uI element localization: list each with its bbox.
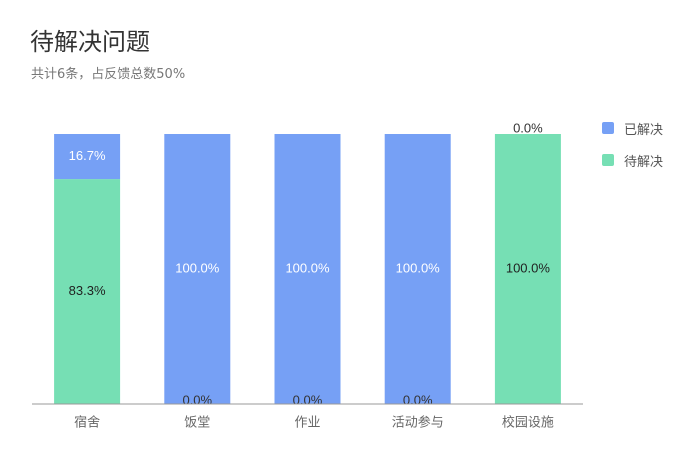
x-tick-label: 活动参与: [392, 414, 444, 429]
legend-swatch-resolved: [602, 122, 614, 134]
bar-resolved: [384, 134, 451, 404]
data-label-pending: 0.0%: [182, 392, 212, 407]
bar-pending: [54, 179, 121, 404]
legend-label-resolved: 已解决: [624, 122, 664, 138]
bar-resolved: [164, 134, 231, 404]
bar-pending: [494, 134, 561, 404]
legend-item-pending[interactable]: 待解决: [602, 150, 663, 170]
data-label-resolved: 16.7%: [69, 148, 106, 163]
data-label-pending: 83.3%: [69, 283, 106, 298]
x-tick-label: 校园设施: [502, 414, 554, 429]
legend: 已解决 待解决: [602, 118, 663, 182]
legend-item-resolved[interactable]: 已解决: [602, 118, 663, 138]
bar-resolved: [54, 134, 121, 180]
data-label-resolved: 0.0%: [513, 120, 543, 135]
x-tick-label: 作业: [294, 414, 320, 429]
bar-resolved: [274, 134, 341, 404]
data-label-pending: 100.0%: [506, 260, 551, 275]
data-label-resolved: 100.0%: [175, 260, 220, 275]
x-tick-label: 饭堂: [184, 414, 210, 429]
chart-title: 待解决问题: [30, 28, 150, 56]
data-label-resolved: 100.0%: [285, 260, 330, 275]
data-label-pending: 0.0%: [403, 392, 433, 407]
x-tick-label: 宿舍: [74, 414, 100, 429]
data-label-pending: 0.0%: [293, 392, 323, 407]
data-label-resolved: 100.0%: [396, 260, 441, 275]
legend-swatch-pending: [602, 154, 614, 166]
legend-label-pending: 待解决: [624, 154, 664, 170]
chart-subtitle: 共计6条，占反馈总数50%: [31, 67, 186, 82]
